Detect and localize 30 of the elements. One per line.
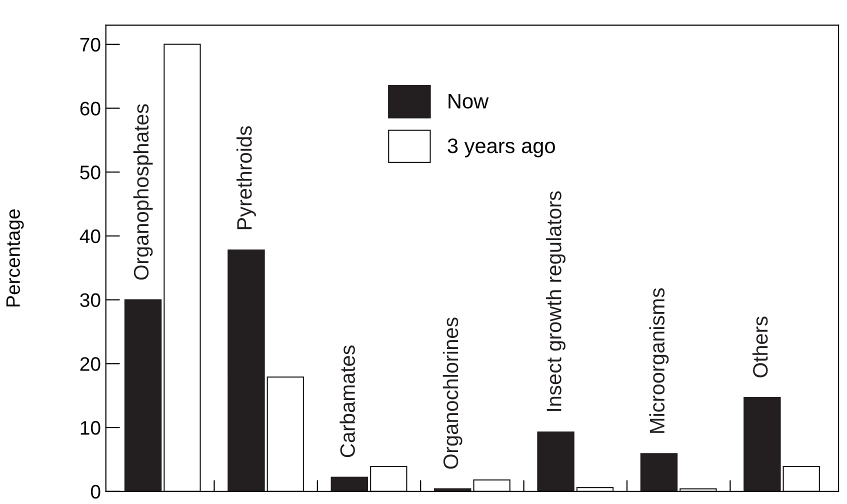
legend-label: Now [448,94,489,109]
bar [370,466,408,492]
y-tick-label: 40 [80,229,100,244]
x-tick-label: Insect growth regulators [546,191,566,411]
y-tick-label: 0 [90,484,100,499]
y-tick-label: 60 [80,102,100,116]
bar [124,299,162,492]
y-tick-label: 50 [80,166,100,180]
bar [537,431,574,492]
x-tick-label: Organophosphates [133,104,153,280]
x-tick-label: Microorganisms [649,288,669,433]
y-tick-label: 10 [80,421,100,435]
y-tick-label: 30 [80,293,100,308]
bar [576,487,614,492]
bar [266,376,304,492]
bar [164,44,201,492]
y-tick-label: 70 [80,38,100,52]
bar [640,453,678,492]
y-axis-title: Percentage [6,209,24,306]
x-tick-label: Carbamates [340,345,355,458]
x-tick-label: Organochlorines [442,318,462,469]
x-tick-label: Pyrethroids [236,126,256,230]
legend-label: 3 years ago [448,138,555,158]
bar [744,396,781,492]
bar [330,476,368,492]
y-tick-label: 20 [80,357,100,371]
x-tick-label: Others [752,316,768,378]
bar [228,249,265,492]
bar [782,466,820,492]
bar [473,479,510,492]
